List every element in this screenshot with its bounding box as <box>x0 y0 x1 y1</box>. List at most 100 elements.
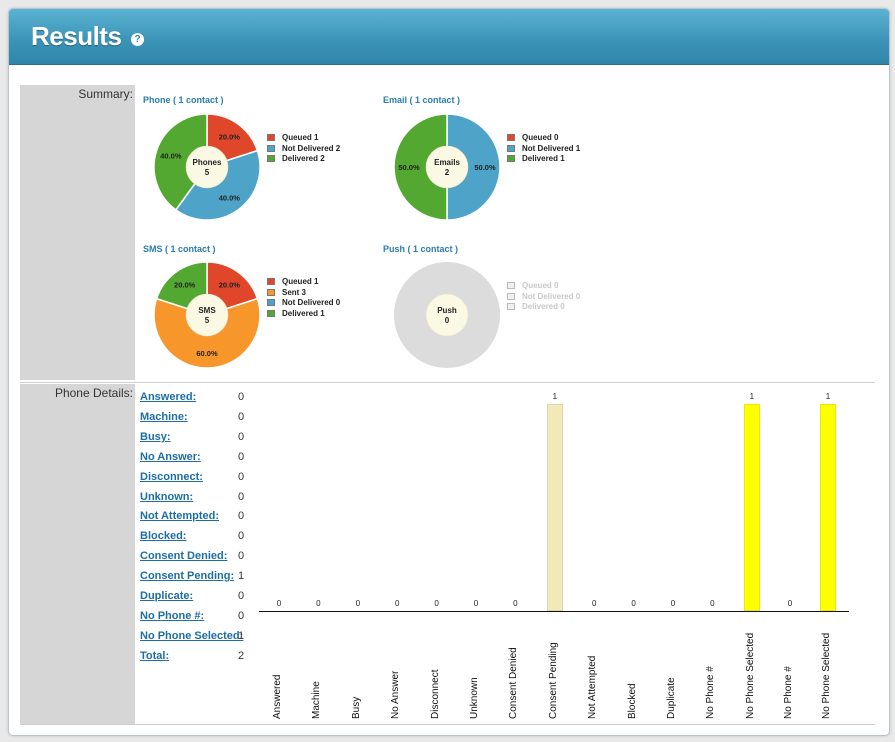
pie-slice <box>393 113 448 221</box>
legend-item[interactable]: Not Delivered 2 <box>267 144 340 155</box>
donut-center-label: SMS <box>198 306 216 315</box>
legend-item[interactable]: Queued 1 <box>267 277 340 288</box>
donut-center-count: 2 <box>445 168 450 177</box>
bar-value-label: 1 <box>749 392 755 401</box>
phone-detail-value: 0 <box>238 510 245 523</box>
bar-category-label: No Phone # <box>705 666 717 719</box>
summary-label: Summary: <box>20 85 135 380</box>
legend-item[interactable]: Delivered 1 <box>267 309 340 320</box>
bar-category-label: Busy <box>350 696 362 719</box>
pie-chart-title: Push ( 1 contact ) <box>383 244 459 254</box>
phone-detail-link[interactable]: Consent Pending: <box>140 570 235 583</box>
phone-detail-value: 1 <box>238 629 245 642</box>
donut-center-label: Emails <box>434 158 460 167</box>
legend-swatch <box>267 144 275 152</box>
pie-chart-title: Phone ( 1 contact ) <box>143 95 224 105</box>
pie-slice-label: 50.0% <box>398 163 420 172</box>
bar-value-label: 0 <box>513 599 518 608</box>
bar-category-label: Answered <box>272 674 283 719</box>
legend-swatch <box>267 155 275 162</box>
bar-value-label: 0 <box>473 599 479 608</box>
phone-detail-link[interactable]: Busy: <box>140 430 171 443</box>
legend-item[interactable]: Queued 0 <box>507 281 580 292</box>
phone-detail-link[interactable]: Blocked: <box>140 530 187 543</box>
results-header: Results ? <box>9 9 889 65</box>
legend-label: Delivered 0 <box>522 302 565 311</box>
legend-item[interactable]: Not Delivered 1 <box>507 144 580 155</box>
pie-slice <box>153 113 208 211</box>
phone-detail-link[interactable]: Machine: <box>140 410 188 423</box>
legend-label: Queued 1 <box>282 277 319 286</box>
bar[interactable] <box>546 404 563 611</box>
phone-detail-link[interactable]: Consent Denied: <box>140 550 228 563</box>
bar-chart-axis <box>259 611 849 612</box>
bar-category-label: No Phone Selected <box>744 632 756 719</box>
legend-item[interactable]: Queued 1 <box>267 133 340 144</box>
bar-category-label: Disconnect <box>429 669 441 719</box>
phone-detail-value: 0 <box>238 550 245 563</box>
pie-slice-label: 40.0% <box>219 194 241 203</box>
legend-label: Queued 1 <box>282 133 319 142</box>
legend-item[interactable]: Queued 0 <box>507 133 580 144</box>
legend-item[interactable]: Delivered 1 <box>507 154 580 165</box>
phone-details-label: Phone Details: <box>20 384 135 724</box>
phone-detail-value: 2 <box>238 649 245 662</box>
legend-item[interactable]: Not Delivered 0 <box>507 292 580 303</box>
donut-center-count: 5 <box>205 168 210 177</box>
donut-center <box>425 293 469 337</box>
pie-chart-title: Email ( 1 contact ) <box>383 95 461 105</box>
phone-detail-value: 0 <box>238 391 245 403</box>
bar-category-label: No Answer <box>390 670 402 719</box>
pie-slice-label: 20.0% <box>174 280 196 289</box>
phone-detail-link[interactable]: Disconnect: <box>140 470 203 483</box>
phone-detail-value: 0 <box>238 609 245 622</box>
legend-item[interactable]: Sent 3 <box>267 288 340 299</box>
phone-detail-link[interactable]: No Phone Selected: <box>140 629 244 642</box>
bar-category-label: Consent Pending <box>547 642 559 719</box>
phone-detail-link[interactable]: Unknown: <box>140 490 194 503</box>
phone-detail-link[interactable]: Duplicate: <box>140 590 194 602</box>
legend-swatch <box>507 155 515 162</box>
phone-detail-value: 0 <box>238 430 245 443</box>
phone-detail-link[interactable]: Not Attempted: <box>140 510 220 523</box>
legend-label: Delivered 1 <box>282 308 325 318</box>
legend-label: Not Delivered 1 <box>522 143 581 153</box>
phone-detail-link[interactable]: No Answer: <box>140 450 201 463</box>
bar-value-label: 0 <box>316 599 321 608</box>
pie-slice <box>446 113 501 221</box>
legend-swatch <box>267 299 275 306</box>
legend-swatch <box>267 134 275 141</box>
legend-label: Queued 0 <box>522 281 559 290</box>
help-icon[interactable]: ? <box>131 33 144 46</box>
bar-value-label: 1 <box>825 392 831 401</box>
phone-detail-value: 1 <box>238 570 245 583</box>
phone-detail-row: Consent Denied: 0 <box>140 550 244 570</box>
legend-swatch <box>507 303 515 310</box>
phone-detail-link[interactable]: Total: <box>140 649 170 662</box>
legend-item[interactable]: Not Delivered 0 <box>267 298 340 309</box>
legend-label: Sent 3 <box>282 287 307 297</box>
phone-detail-row: Busy: 0 <box>140 430 244 451</box>
donut-center <box>185 145 229 189</box>
legend-swatch <box>267 288 275 296</box>
legend-swatch <box>507 292 515 300</box>
bar-value-label: 0 <box>394 599 400 608</box>
donut-center <box>425 145 469 189</box>
phone-detail-value: 0 <box>238 490 245 503</box>
bar[interactable] <box>820 404 836 611</box>
bar-value-label: 0 <box>670 599 676 608</box>
section-divider-bottom <box>20 724 875 725</box>
phone-detail-link[interactable]: No Phone #: <box>140 609 205 622</box>
donut-center <box>185 293 229 337</box>
bar[interactable] <box>743 404 760 611</box>
legend-swatch <box>507 144 515 152</box>
bar-value-label: 0 <box>787 599 793 608</box>
pie-slice-label: 40.0% <box>160 151 182 160</box>
legend-item[interactable]: Delivered 0 <box>507 302 580 313</box>
phone-detail-link[interactable]: Answered: <box>140 391 197 403</box>
pie-slice-label: 20.0% <box>219 132 241 141</box>
legend-item[interactable]: Delivered 2 <box>267 154 340 165</box>
bar-category-label: Blocked <box>626 683 638 719</box>
